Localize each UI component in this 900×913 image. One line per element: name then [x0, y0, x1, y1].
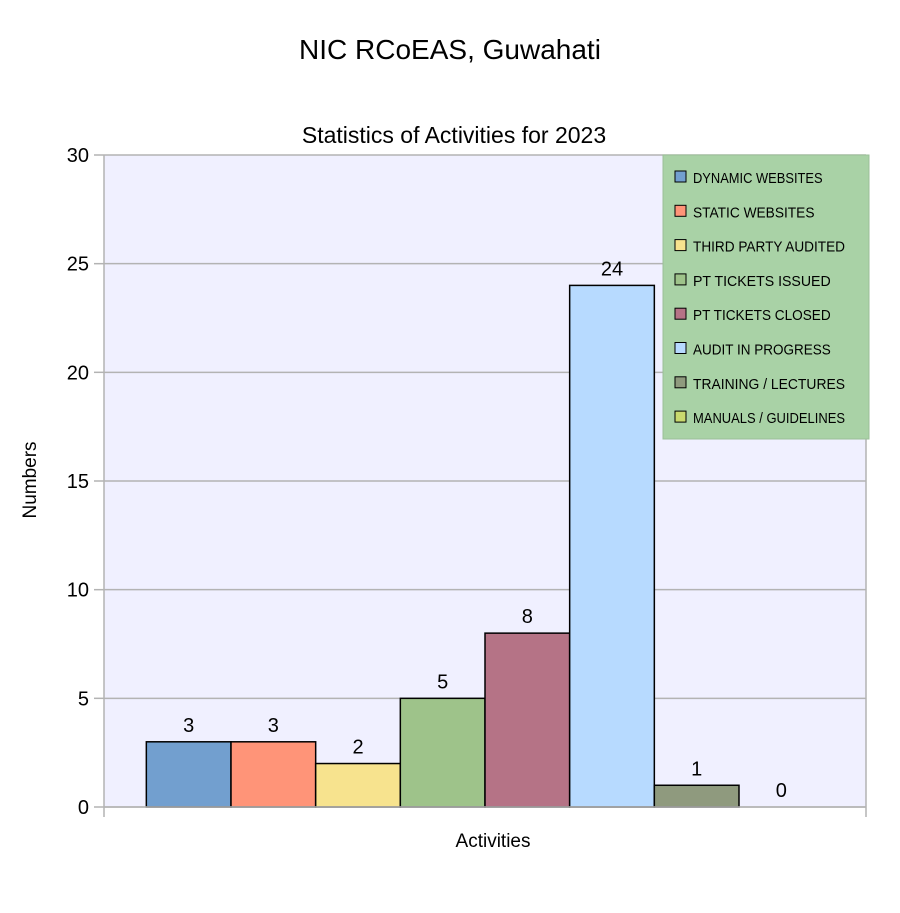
bar-value-label: 3 [268, 715, 279, 737]
y-tick-label: 20 [67, 362, 89, 384]
bar [314, 762, 402, 808]
bar [568, 284, 656, 808]
legend-label: PT TICKETS CLOSED [693, 307, 831, 324]
bar [484, 632, 571, 808]
bar-value-label: 5 [437, 671, 448, 693]
data-labels: 3 3 2 5 8 24 1 0 [183, 258, 787, 802]
legend: DYNAMIC WEBSITES STATIC WEBSITES THIRD PAR… [662, 154, 870, 440]
page-title: NIC RCoEAS, Guwahati [299, 34, 601, 65]
legend-swatch [674, 342, 687, 354]
bar [145, 741, 232, 808]
legend-label: THIRD PARTY AUDITED [693, 239, 845, 256]
legend-swatch [674, 376, 687, 389]
y-tick-label: 25 [67, 254, 89, 276]
x-axis-label: Activities [456, 831, 531, 852]
legend-label: MANUALS / GUIDELINES [693, 410, 845, 427]
legend-label: TRAINING / LECTURES [693, 376, 845, 393]
bar [399, 697, 486, 808]
legend-swatch [674, 170, 687, 183]
legend-label: PT TICKETS ISSUED [693, 273, 831, 290]
y-tick-label: 0 [78, 797, 89, 819]
bar [230, 741, 317, 808]
y-tick-label: 15 [67, 471, 89, 493]
legend-swatch [674, 307, 687, 320]
bar-value-label: 3 [183, 715, 194, 737]
chart-title: Statistics of Activities for 2023 [302, 122, 606, 148]
y-tick-label: 5 [78, 688, 89, 710]
bar-value-label: 1 [691, 758, 702, 780]
legend-box [662, 154, 870, 440]
y-tick-label: 10 [67, 580, 89, 602]
bar-value-label: 2 [352, 737, 363, 759]
legend-label: AUDIT IN PROGRESS [693, 342, 831, 359]
bar [653, 784, 740, 808]
legend-swatch [674, 239, 687, 252]
bar-value-label: 0 [776, 780, 787, 802]
y-axis-label: Numbers [20, 441, 41, 518]
legend-swatch [674, 204, 687, 217]
legend-swatch [674, 410, 687, 423]
legend-label: STATIC WEBSITES [693, 204, 815, 221]
y-tick-label: 30 [67, 145, 89, 167]
legend-swatch [674, 273, 687, 286]
bar-value-label: 24 [601, 258, 623, 280]
legend-label: DYNAMIC WEBSITES [693, 170, 823, 187]
bar-value-label: 8 [522, 606, 533, 628]
